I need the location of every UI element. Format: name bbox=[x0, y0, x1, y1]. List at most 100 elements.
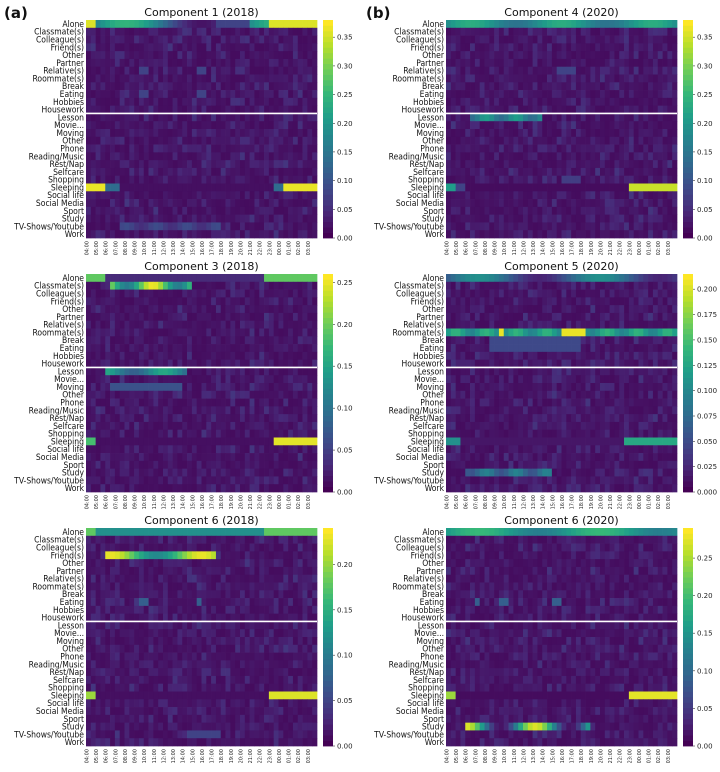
heatmap-cell bbox=[312, 468, 318, 477]
colorbar-segment bbox=[323, 421, 333, 427]
heatmap-cell bbox=[148, 398, 154, 407]
heatmap-cell bbox=[638, 20, 644, 29]
heatmap-cell bbox=[158, 129, 164, 138]
heatmap-cell bbox=[489, 297, 495, 306]
heatmap-cell bbox=[86, 144, 92, 153]
heatmap-cell bbox=[446, 281, 452, 290]
row-label: Other bbox=[422, 51, 445, 61]
heatmap-cell bbox=[600, 274, 606, 283]
heatmap-cell bbox=[254, 43, 260, 52]
heatmap-cell bbox=[100, 305, 106, 314]
heatmap-cell bbox=[235, 20, 241, 29]
heatmap-cell bbox=[225, 414, 231, 423]
heatmap-cell bbox=[172, 312, 178, 322]
heatmap-cell bbox=[561, 152, 567, 161]
heatmap-cell bbox=[518, 90, 524, 99]
heatmap-cell bbox=[206, 43, 212, 52]
heatmap-panel-1: Component 1 (2018)AloneClassmate(s)Colle… bbox=[13, 6, 352, 255]
colorbar-segment bbox=[323, 366, 333, 373]
heatmap-cell bbox=[450, 113, 456, 122]
heatmap-cell bbox=[513, 43, 519, 52]
heatmap-cell bbox=[619, 175, 625, 184]
heatmap-cell bbox=[211, 175, 217, 184]
x-tick-label: 11:00 bbox=[152, 495, 158, 509]
heatmap-cell bbox=[302, 105, 308, 114]
heatmap-cell bbox=[288, 297, 294, 306]
row-label: Phone bbox=[420, 145, 444, 155]
heatmap-cell bbox=[220, 476, 226, 485]
heatmap-cell bbox=[259, 199, 265, 208]
heatmap-cell bbox=[268, 437, 275, 446]
heatmap-cell bbox=[230, 82, 236, 91]
heatmap-cell bbox=[547, 222, 553, 231]
heatmap-cell bbox=[191, 460, 198, 469]
heatmap-cell bbox=[138, 328, 145, 337]
heatmap-cell bbox=[206, 398, 212, 407]
heatmap-cell bbox=[302, 336, 308, 345]
heatmap-cell bbox=[638, 160, 644, 169]
heatmap-cell bbox=[628, 51, 635, 60]
heatmap-cell bbox=[158, 144, 164, 153]
heatmap-cell bbox=[143, 167, 149, 177]
heatmap-cell bbox=[527, 289, 533, 298]
heatmap-cell bbox=[163, 406, 169, 415]
heatmap-cell bbox=[609, 359, 615, 368]
colorbar-segment bbox=[323, 205, 333, 212]
heatmap-cell bbox=[561, 35, 567, 44]
heatmap-cell bbox=[235, 421, 241, 431]
heatmap-cell bbox=[86, 383, 92, 392]
heatmap-cell bbox=[556, 222, 562, 231]
heatmap-cell bbox=[100, 367, 106, 376]
heatmap-cell bbox=[590, 183, 596, 192]
heatmap-cell bbox=[143, 136, 149, 145]
heatmap-cell bbox=[590, 320, 596, 329]
heatmap-cell bbox=[148, 43, 154, 52]
heatmap-cell bbox=[624, 351, 630, 360]
heatmap-cell bbox=[244, 453, 250, 462]
heatmap-cell bbox=[134, 167, 140, 177]
heatmap-cell bbox=[643, 82, 649, 91]
heatmap-cell bbox=[508, 336, 514, 345]
heatmap-cell bbox=[628, 43, 635, 52]
x-tick-label: 07:00 bbox=[113, 241, 119, 255]
row-label: Other bbox=[62, 137, 85, 147]
heatmap-cell bbox=[643, 344, 649, 353]
heatmap-cell bbox=[518, 214, 524, 223]
heatmap-cell bbox=[489, 136, 495, 145]
heatmap-cell bbox=[177, 58, 183, 68]
heatmap-cell bbox=[235, 344, 241, 353]
heatmap-cell bbox=[600, 191, 606, 200]
heatmap-cell bbox=[518, 320, 524, 329]
heatmap-cell bbox=[259, 281, 265, 290]
heatmap-cell bbox=[600, 58, 606, 68]
colorbar-segment bbox=[323, 194, 333, 201]
heatmap-cell bbox=[297, 437, 303, 446]
heatmap-cell bbox=[484, 344, 490, 353]
heatmap-cell bbox=[503, 230, 509, 239]
heatmap-cell bbox=[585, 152, 591, 161]
heatmap-cell bbox=[158, 484, 164, 493]
heatmap-cell bbox=[657, 274, 663, 283]
heatmap-cell bbox=[667, 51, 673, 60]
heatmap-cell bbox=[624, 144, 630, 153]
heatmap-cell bbox=[220, 90, 226, 99]
heatmap-cell bbox=[518, 152, 524, 161]
heatmap-cell bbox=[244, 27, 250, 36]
heatmap-cell bbox=[633, 58, 639, 68]
heatmap-cell bbox=[503, 297, 509, 306]
colorbar-segment bbox=[683, 107, 693, 114]
heatmap-cell bbox=[278, 375, 284, 384]
heatmap-cell bbox=[643, 230, 649, 239]
heatmap-cell bbox=[580, 20, 586, 29]
heatmap-cell bbox=[628, 320, 635, 329]
row-label: TV-Shows/Youtube bbox=[13, 222, 84, 232]
heatmap-cell bbox=[167, 199, 173, 208]
heatmap-cell bbox=[283, 35, 289, 44]
heatmap-cell bbox=[479, 199, 485, 208]
heatmap-cell bbox=[225, 82, 231, 91]
heatmap-cell bbox=[609, 136, 615, 145]
heatmap-cell bbox=[254, 421, 260, 431]
heatmap-cell bbox=[292, 476, 299, 485]
heatmap-cell bbox=[484, 359, 490, 368]
heatmap-cell bbox=[624, 35, 630, 44]
